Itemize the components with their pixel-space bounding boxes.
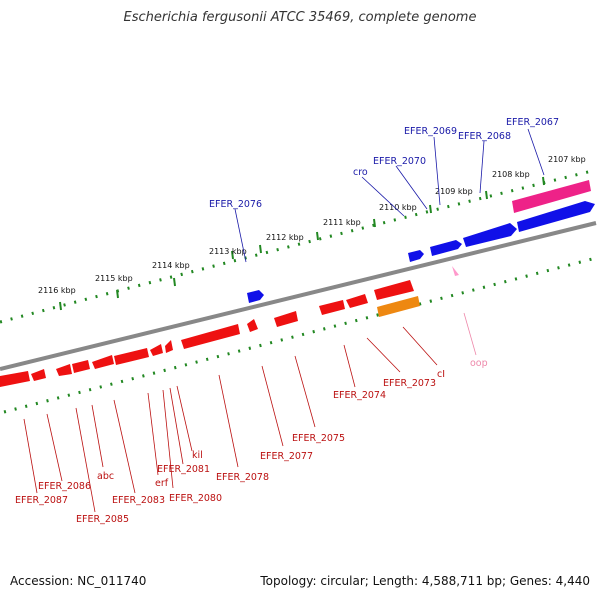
label-efer-2078: EFER_2078 bbox=[216, 472, 269, 483]
accession-label: Accession: NC_011740 bbox=[10, 574, 147, 588]
label-efer-2068: EFER_2068 bbox=[458, 131, 511, 142]
gene-ci bbox=[374, 280, 414, 300]
gene-efer-2068 bbox=[463, 223, 517, 247]
reverse-strand-genes bbox=[0, 280, 414, 387]
label-efer-2083: EFER_2083 bbox=[112, 495, 165, 506]
ruler-tick-label: 2110 kbp bbox=[379, 203, 417, 212]
gene-efer-2075 bbox=[274, 311, 298, 327]
ruler-tick bbox=[116, 289, 119, 299]
ruler-tick-label: 2111 kbp bbox=[323, 218, 361, 227]
figure-title: Escherichia fergusonii ATCC 35469, compl… bbox=[123, 10, 477, 25]
gene-efer-2067 bbox=[517, 201, 595, 232]
label-efer-2086: EFER_2086 bbox=[38, 481, 91, 492]
ruler-tick bbox=[59, 301, 62, 311]
forward-label-leaders bbox=[234, 128, 545, 263]
gene-efer-2073 bbox=[346, 294, 368, 308]
label-efer-2080: EFER_2080 bbox=[169, 493, 222, 504]
label-efer-2081: EFER_2081 bbox=[157, 464, 210, 475]
rrna-feature bbox=[512, 180, 591, 213]
label-abc: abc bbox=[97, 471, 114, 482]
gene-efer-2076 bbox=[247, 290, 264, 303]
ruler-tick bbox=[316, 231, 319, 241]
label-efer-2070: EFER_2070 bbox=[373, 156, 426, 167]
topology-label: Topology: circular; Length: 4,588,711 bp… bbox=[260, 574, 590, 588]
label-ci: cI bbox=[437, 369, 445, 380]
label-efer-2069: EFER_2069 bbox=[404, 126, 457, 137]
ruler-tick bbox=[173, 277, 176, 287]
gene-kil bbox=[165, 340, 173, 353]
gene-efer-2081 bbox=[150, 344, 163, 356]
gene-efer-2069 bbox=[430, 240, 462, 256]
gene-efer-2080 bbox=[114, 348, 149, 365]
ruler-tick-label: 2112 kbp bbox=[266, 233, 304, 242]
forward-gene-labels: EFER_2067 EFER_2068 EFER_2069 EFER_2070 … bbox=[209, 117, 559, 210]
forward-strand-genes bbox=[247, 201, 595, 303]
lower-ruler-track bbox=[3, 256, 597, 414]
label-kil: kil bbox=[192, 450, 203, 461]
ruler-tick bbox=[373, 218, 376, 228]
gene-efer-2083 bbox=[56, 364, 72, 376]
label-erf: erf bbox=[155, 478, 169, 489]
pseudo-feature-oop bbox=[452, 266, 459, 276]
ruler-tick-label: 2109 kbp bbox=[435, 187, 473, 196]
ruler-tick-label: 2114 kbp bbox=[152, 261, 190, 270]
ruler-tick bbox=[231, 250, 234, 260]
gene-efer-2085 bbox=[31, 369, 46, 381]
ruler-tick-label: 2107 kbp bbox=[548, 155, 586, 164]
ruler-tick bbox=[485, 190, 488, 200]
gene-efer-2070 bbox=[408, 250, 424, 262]
reverse-label-leaders bbox=[23, 326, 438, 513]
reverse-gene-labels: cI EFER_2073 EFER_2074 EFER_2075 EFER_20… bbox=[15, 369, 445, 525]
gene-abc bbox=[72, 360, 90, 373]
label-efer-2077: EFER_2077 bbox=[260, 451, 313, 462]
label-efer-2074: EFER_2074 bbox=[333, 390, 386, 401]
misc-feature bbox=[377, 296, 420, 317]
label-efer-2075: EFER_2075 bbox=[292, 433, 345, 444]
label-efer-2076: EFER_2076 bbox=[209, 199, 262, 210]
ruler-tick-label: 2115 kbp bbox=[95, 274, 133, 283]
gene-efer-2074 bbox=[319, 300, 345, 315]
label-cro: cro bbox=[353, 167, 368, 178]
ruler-tick bbox=[429, 204, 432, 214]
gene-erf bbox=[92, 355, 114, 369]
ruler-tick-label: 2116 kbp bbox=[38, 286, 76, 295]
genome-backbone bbox=[0, 221, 597, 371]
gene-efer-2087 bbox=[0, 371, 30, 387]
label-efer-2085: EFER_2085 bbox=[76, 514, 129, 525]
ruler-ticks: 2107 kbp 2108 kbp 2109 kbp 2110 kbp 2111… bbox=[38, 155, 586, 311]
label-oop: oop bbox=[470, 358, 488, 369]
ruler-tick bbox=[259, 244, 262, 254]
gene-efer-2078 bbox=[181, 324, 240, 349]
pseudo-label-leader bbox=[463, 312, 477, 356]
label-efer-2087: EFER_2087 bbox=[15, 495, 68, 506]
ruler-tick bbox=[542, 176, 545, 186]
ruler-tick-label: 2108 kbp bbox=[492, 170, 530, 179]
label-efer-2073: EFER_2073 bbox=[383, 378, 436, 389]
gene-efer-2077 bbox=[247, 319, 258, 332]
ruler-tick-label: 2113 kbp bbox=[209, 247, 247, 256]
label-efer-2067: EFER_2067 bbox=[506, 117, 559, 128]
